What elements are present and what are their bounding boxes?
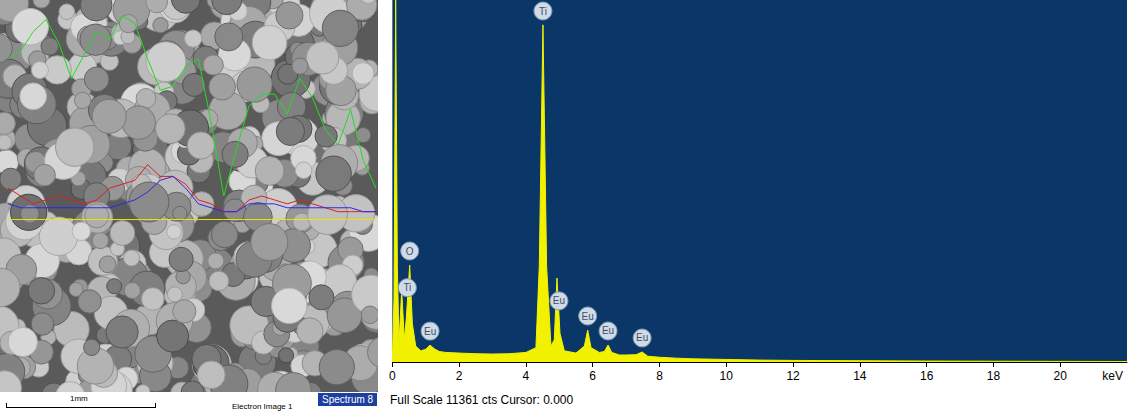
svg-text:Eu: Eu xyxy=(582,311,594,322)
svg-text:2: 2 xyxy=(456,369,463,383)
html-text:1mm: 1mm xyxy=(70,394,88,403)
svg-text:keV: keV xyxy=(1102,369,1123,383)
svg-text:8: 8 xyxy=(656,369,663,383)
svg-text:Ti: Ti xyxy=(539,6,547,17)
svg-text:Eu: Eu xyxy=(424,326,436,337)
svg-text:20: 20 xyxy=(1054,369,1068,383)
svg-text:6: 6 xyxy=(589,369,596,383)
svg-text:16: 16 xyxy=(920,369,934,383)
svg-text:Ti: Ti xyxy=(403,282,411,293)
svg-text:10: 10 xyxy=(720,369,734,383)
svg-text:18: 18 xyxy=(987,369,1001,383)
html-text:Electron Image 1: Electron Image 1 xyxy=(232,402,293,411)
svg-text:Eu: Eu xyxy=(636,332,648,343)
svg-text:Full Scale 11361 cts Cursor: 0: Full Scale 11361 cts Cursor: 0.000 xyxy=(390,393,574,407)
html-text:Spectrum 8: Spectrum 8 xyxy=(322,394,374,405)
svg-text:O: O xyxy=(406,246,414,257)
svg-text:Eu: Eu xyxy=(553,295,565,306)
svg-text:4: 4 xyxy=(523,369,530,383)
svg-text:12: 12 xyxy=(786,369,800,383)
svg-text:0: 0 xyxy=(389,369,396,383)
svg-text:14: 14 xyxy=(853,369,867,383)
svg-text:Eu: Eu xyxy=(602,325,614,336)
